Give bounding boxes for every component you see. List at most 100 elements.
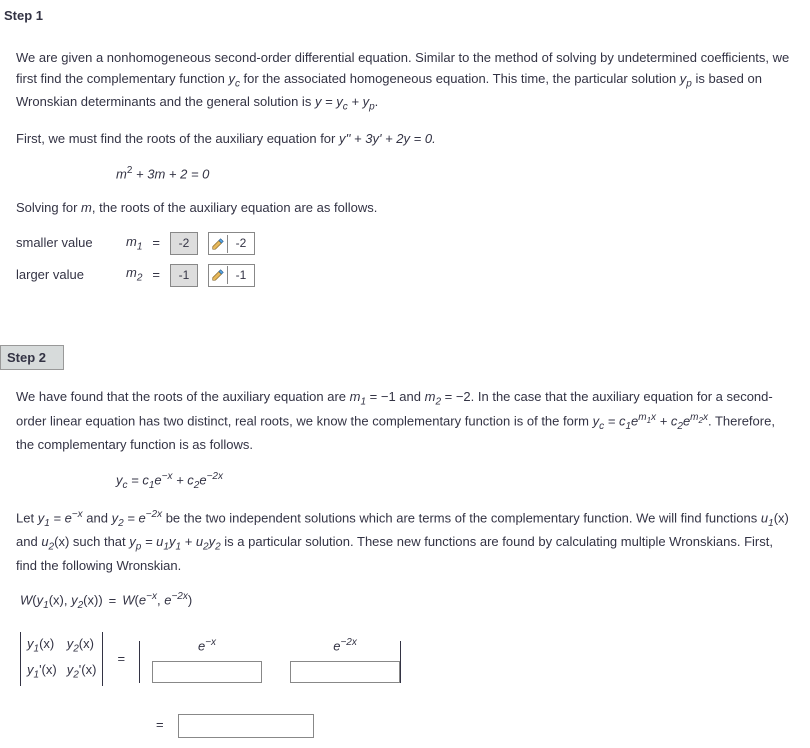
equals: = [152,233,160,254]
x: (x) [79,636,94,651]
exp: −x [72,509,83,520]
eq: = [109,593,117,608]
m: m [126,234,137,249]
x: (x) [54,534,69,549]
x: (x) [49,593,64,608]
comma: , [64,593,71,608]
det-y2: y2(x) [67,634,97,658]
determinant: y1(x) y2(x) y1'(x) y2'(x) [20,632,103,685]
eq: y = y [315,94,343,109]
step2-para1: We have found that the roots of the auxi… [16,387,794,456]
determinant-row: y1(x) y2(x) y1'(x) y2'(x) = e−x e−2x [20,632,794,685]
close: ) [98,593,102,608]
var-m: m [116,166,127,181]
pencil-icon[interactable] [209,266,228,284]
u2: u [41,534,48,549]
m1-answer-value: -2 [228,233,254,254]
step2-para2: Let y1 = e−x and y2 = e−2x be the two in… [16,507,794,576]
text: , the roots of the auxiliary equation ar… [92,200,377,215]
text: = −1 and [366,389,425,404]
e: e [154,473,161,488]
aux-equation: m2 + 3m + 2 = 0 [116,163,794,185]
x: (x) [42,662,57,677]
equals: = [156,715,164,736]
equals: = [117,649,125,670]
m2-answer-value: -1 [228,265,254,286]
step1-content: We are given a nonhomogeneous second-ord… [0,31,810,305]
exp: −x [162,471,173,482]
det-bar-right [102,632,103,685]
col1-header: e−x [198,635,216,657]
wronskian-lhs: W(y1(x), y2(x))=W(e−x, e−2x) [20,589,794,614]
eq: = u [141,534,163,549]
m: m [690,412,698,423]
m1: m [350,389,361,404]
plus: + c [172,473,193,488]
input-determinant: e−x e−2x [139,635,401,683]
eq: = c [604,414,625,429]
m2-answer-gray: -1 [170,264,198,287]
det-grid: y1(x) y2(x) y1'(x) y2'(x) [21,632,102,685]
equals: = [152,265,160,286]
W: W [20,593,32,608]
step1-para2: First, we must find the roots of the aux… [16,129,794,150]
exp: −x [205,637,216,648]
text: First, we must find the roots of the aux… [16,131,339,146]
input-grid: e−x e−2x [152,635,400,683]
smaller-label: smaller value [16,233,116,254]
text: Let [16,510,38,525]
sub1: 1 [137,241,143,252]
exp: −x [146,591,157,602]
text: Solving for [16,200,81,215]
plus: + c [656,414,677,429]
text: and [83,510,112,525]
dot: . [375,94,379,109]
larger-label: larger value [16,265,116,286]
var-m: m [81,200,92,215]
step2-content: We have found that the roots of the auxi… [0,370,810,748]
det-y2p: y2'(x) [67,660,97,684]
exp: −2x [146,509,162,520]
exp: −2x [171,591,187,602]
eq: = e [50,510,72,525]
x: (x) [83,593,98,608]
complementary-function: yc = c1e−x + c2e−2x [116,469,794,494]
x: (x) [774,510,789,525]
m1-edit-box[interactable]: -2 [208,232,255,255]
close: ) [188,593,192,608]
step1-para3: Solving for m, the roots of the auxiliar… [16,198,794,219]
sub2: 2 [137,273,143,284]
eq: = e [124,510,146,525]
m2: m [425,389,436,404]
wron-input-11[interactable] [152,661,262,683]
e: e [199,473,206,488]
m: m [638,412,646,423]
text: for the associated homogeneous equation.… [240,71,680,86]
pencil-icon[interactable] [209,235,228,253]
result-row: = [156,714,794,738]
larger-value-row: larger value m2 = -1 -1 [16,263,794,287]
m1-symbol: m1 [126,232,142,256]
wron-result-input[interactable] [178,714,314,738]
eq: + y [348,94,369,109]
text: be the two independent solutions which a… [162,510,761,525]
m: m [126,265,137,280]
step1-header: Step 1 [0,0,810,31]
rest: + 3m + 2 = 0 [132,166,209,181]
x: (x) [81,662,96,677]
text: such that [69,534,129,549]
eq: = c [128,473,149,488]
smaller-value-row: smaller value m1 = -2 -2 [16,232,794,256]
plus: + u [181,534,203,549]
col2-header: e−2x [333,635,357,657]
m2-symbol: m2 [126,263,142,287]
diffeq: y'' + 3y' + 2y = 0. [339,131,436,146]
text: We have found that the roots of the auxi… [16,389,350,404]
wron-input-12[interactable] [290,661,400,683]
exp: −2x [207,471,223,482]
bar-right [400,641,401,683]
step1-para1: We are given a nonhomogeneous second-ord… [16,48,794,116]
m2-edit-box[interactable]: -1 [208,264,255,287]
m1-answer-gray: -2 [170,232,198,255]
exp: m1x [638,412,656,423]
